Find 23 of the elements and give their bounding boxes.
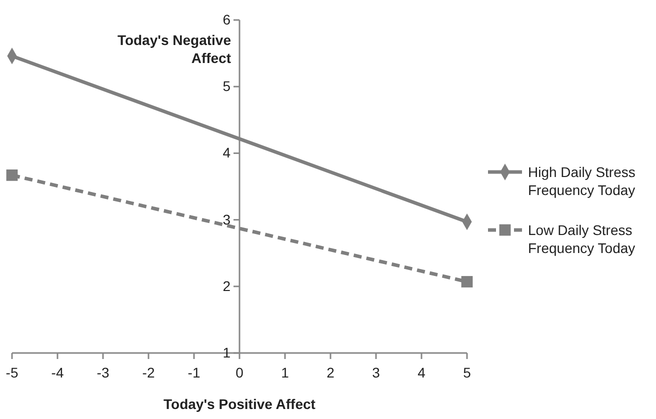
point <box>461 276 473 288</box>
point <box>6 169 18 181</box>
y-tick-label: 5 <box>222 78 231 94</box>
y-tick-label: 3 <box>222 211 231 228</box>
x-axis-title: Today's Positive Affect <box>164 396 316 412</box>
x-tick-label: -5 <box>6 364 18 380</box>
y-tick-label: 4 <box>222 144 231 161</box>
x-tick-label: 0 <box>236 364 244 380</box>
x-tick-label: 1 <box>281 364 290 380</box>
x-tick-label: -4 <box>51 364 64 380</box>
x-tick-label: 4 <box>418 364 426 380</box>
x-tick-label: -2 <box>142 364 155 380</box>
x-tick-label: -3 <box>96 364 110 380</box>
x-tick-label: 5 <box>463 364 472 380</box>
x-tick-label: 3 <box>372 364 380 380</box>
legend-label: Low Daily Stress Frequency Today <box>528 222 636 256</box>
y-tick-label: 6 <box>222 11 231 28</box>
y-axis-title: Today's Negative Affect <box>117 32 232 66</box>
legend-label: High Daily Stress Frequency Today <box>528 164 636 198</box>
x-tick-label: 2 <box>326 364 335 380</box>
y-tick-label: 1 <box>222 344 231 360</box>
x-tick-label: -1 <box>188 364 200 380</box>
y-tick-label: 2 <box>222 278 231 294</box>
